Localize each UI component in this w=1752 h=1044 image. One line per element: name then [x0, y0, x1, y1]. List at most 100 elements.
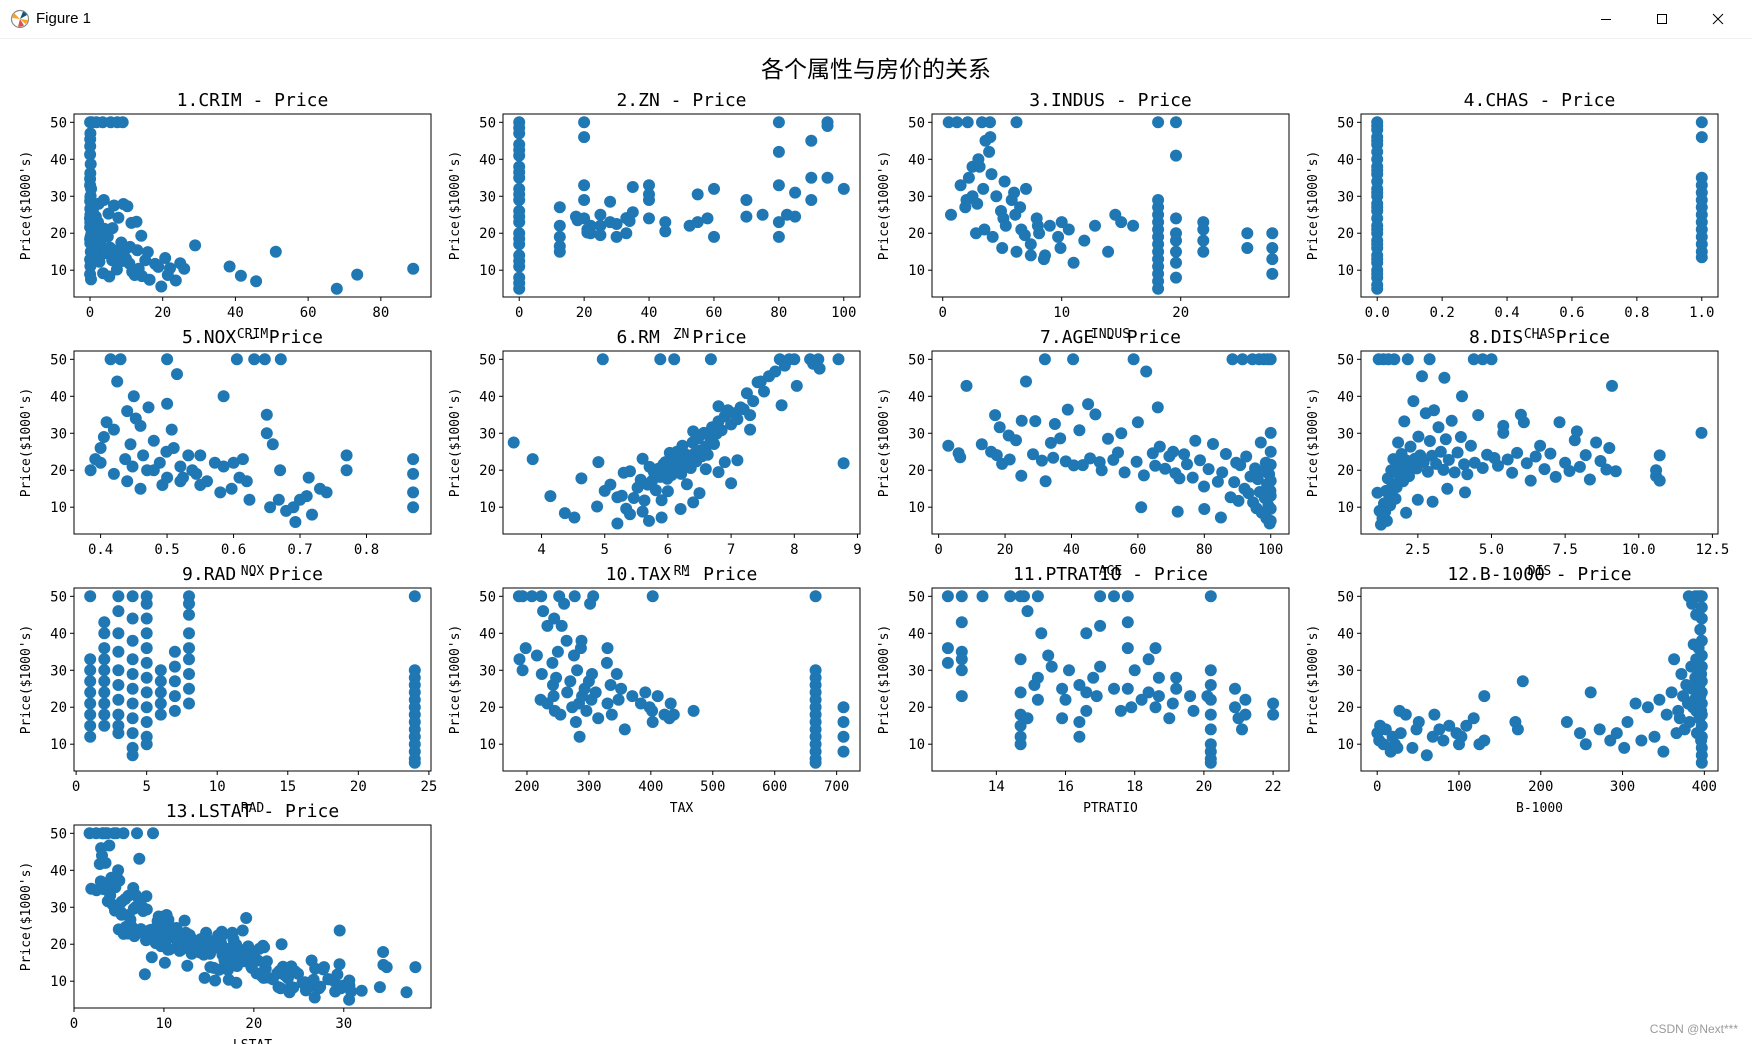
- scatter-point: [715, 424, 728, 437]
- scatter-point: [227, 456, 240, 469]
- scatter-point: [513, 277, 526, 290]
- scatter-point: [183, 682, 195, 695]
- scatter-point: [955, 664, 968, 677]
- minimize-button[interactable]: [1578, 0, 1634, 38]
- scatter-point: [772, 145, 785, 158]
- scatter-point: [274, 353, 287, 366]
- scatter-point: [962, 171, 975, 184]
- scatter-point: [90, 884, 103, 897]
- scatter-series: [1371, 116, 1708, 295]
- scatter-series: [513, 116, 850, 295]
- x-tick-label: 0: [70, 1016, 78, 1032]
- scatter-point: [1573, 460, 1586, 473]
- scatter-point: [174, 460, 187, 473]
- scatter-point: [333, 958, 346, 971]
- scatter-point: [1609, 465, 1622, 478]
- y-tick-label: 40: [1337, 626, 1354, 642]
- x-tick-label: 0: [934, 542, 942, 558]
- scatter-point: [643, 212, 655, 225]
- scatter-point: [1534, 439, 1547, 452]
- scatter-point: [1181, 458, 1193, 471]
- scatter-point: [1059, 693, 1072, 706]
- x-tick-label: 80: [1196, 542, 1213, 558]
- scatter-point: [1131, 416, 1144, 429]
- scatter-point: [1442, 453, 1455, 466]
- scatter-point: [1454, 431, 1467, 443]
- scatter-point: [126, 712, 139, 725]
- x-tick-label: 0: [938, 305, 946, 321]
- scatter-point: [1229, 682, 1241, 695]
- x-tick-label: 18: [1126, 779, 1143, 795]
- scatter-point: [1149, 701, 1162, 714]
- scatter-point: [1170, 227, 1182, 240]
- y-tick-label: 50: [479, 589, 496, 605]
- scatter-series: [1371, 590, 1708, 769]
- scatter-point: [643, 188, 655, 201]
- scatter-point: [168, 645, 181, 658]
- scatter-point: [1240, 450, 1253, 463]
- scatter-point: [1114, 704, 1127, 717]
- scatter-point: [104, 241, 116, 254]
- x-tick-label: 20: [154, 305, 171, 321]
- scatter-point: [217, 928, 230, 941]
- scatter-point: [1087, 671, 1100, 684]
- x-tick-label: 0.4: [1494, 305, 1519, 321]
- scatter-point: [1095, 464, 1108, 477]
- scatter-point: [287, 501, 300, 514]
- scatter-point: [1428, 404, 1440, 417]
- y-tick-label: 40: [908, 152, 925, 168]
- y-tick-label: 40: [50, 863, 67, 879]
- y-tick-label: 30: [1337, 189, 1354, 205]
- scatter-point: [84, 590, 97, 603]
- scatter-point: [809, 756, 822, 769]
- scatter-point: [1170, 682, 1183, 695]
- scatter-point: [189, 239, 202, 252]
- scatter-point: [141, 246, 154, 259]
- axes-frame: [73, 824, 432, 1009]
- scatter-series: [83, 827, 422, 1006]
- scatter-point: [1520, 457, 1533, 470]
- x-axis-label: INDUS: [1091, 327, 1130, 342]
- scatter-point: [126, 668, 139, 680]
- scatter-point: [740, 194, 753, 206]
- scatter-point: [98, 675, 111, 688]
- scatter-series: [84, 116, 420, 295]
- scatter-point: [955, 590, 968, 603]
- scatter-point: [314, 482, 326, 495]
- maximize-button[interactable]: [1634, 0, 1690, 38]
- y-tick-label: 20: [50, 463, 67, 479]
- scatter-point: [240, 475, 253, 488]
- scatter-point: [687, 704, 700, 717]
- scatter-point: [1024, 249, 1037, 262]
- scatter-point: [380, 961, 393, 974]
- scatter-point: [1394, 727, 1407, 740]
- scatter-point: [772, 230, 785, 243]
- axes-frame: [1360, 350, 1719, 535]
- scatter-point: [1371, 201, 1384, 214]
- scatter-point: [805, 171, 818, 184]
- subplot-7: 7.AGE - Price 0 20 40 60 80 100 10 20 30 40 50 Price…: [877, 327, 1290, 579]
- scatter-point: [1434, 445, 1447, 458]
- scatter-point: [134, 482, 147, 495]
- window-titlebar: Figure 1: [0, 0, 1752, 39]
- scatter-point: [1171, 505, 1184, 518]
- x-tick-label: 80: [770, 305, 787, 321]
- close-button[interactable]: [1690, 0, 1746, 38]
- scatter-point: [84, 127, 97, 140]
- scatter-point: [1186, 471, 1199, 484]
- scatter-point: [1610, 727, 1623, 740]
- y-tick-label: 10: [479, 500, 496, 516]
- x-tick-label: 0.8: [354, 542, 379, 558]
- axes-frame: [73, 113, 432, 298]
- scatter-point: [1445, 414, 1458, 427]
- x-tick-label: 12.5: [1696, 542, 1730, 558]
- scatter-point: [318, 961, 330, 974]
- scatter-point: [1031, 693, 1044, 706]
- x-tick-label: 5: [142, 779, 150, 795]
- scatter-point: [1264, 458, 1277, 471]
- scatter-point: [1140, 365, 1153, 378]
- scatter-point: [1121, 616, 1134, 629]
- scatter-point: [1151, 401, 1164, 414]
- scatter-point: [954, 179, 967, 192]
- scatter-point: [132, 892, 145, 905]
